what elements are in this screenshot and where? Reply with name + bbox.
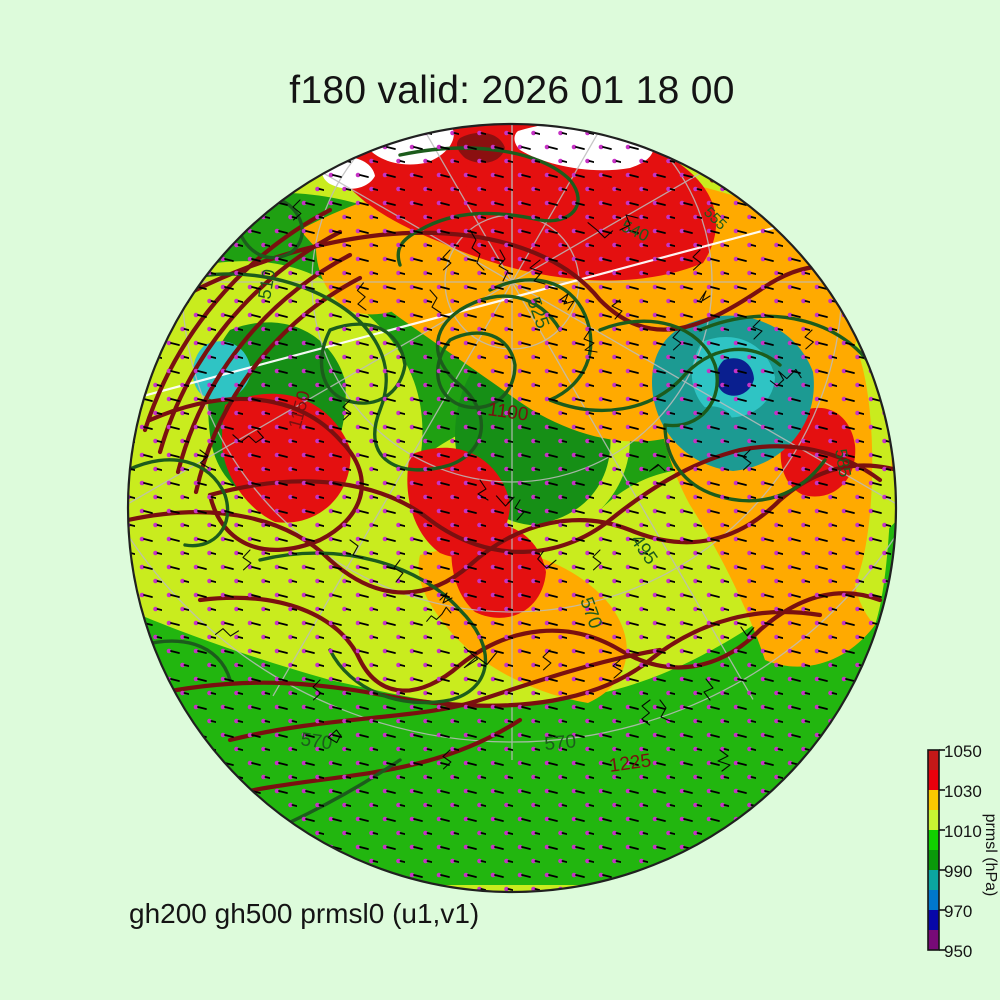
svg-text:1010: 1010 xyxy=(944,822,982,841)
svg-text:570: 570 xyxy=(544,731,577,755)
svg-text:prmsl (hPa): prmsl (hPa) xyxy=(982,814,999,897)
svg-text:f180 valid: 2026 01 18 00: f180 valid: 2026 01 18 00 xyxy=(289,69,735,112)
svg-text:gh200 gh500 prmsl0 (u1,v1): gh200 gh500 prmsl0 (u1,v1) xyxy=(129,898,479,929)
svg-text:950: 950 xyxy=(944,942,972,961)
svg-text:1030: 1030 xyxy=(944,782,982,801)
svg-text:970: 970 xyxy=(944,902,972,921)
svg-text:1050: 1050 xyxy=(944,742,982,761)
svg-text:570: 570 xyxy=(299,729,333,754)
svg-text:990: 990 xyxy=(944,862,972,881)
